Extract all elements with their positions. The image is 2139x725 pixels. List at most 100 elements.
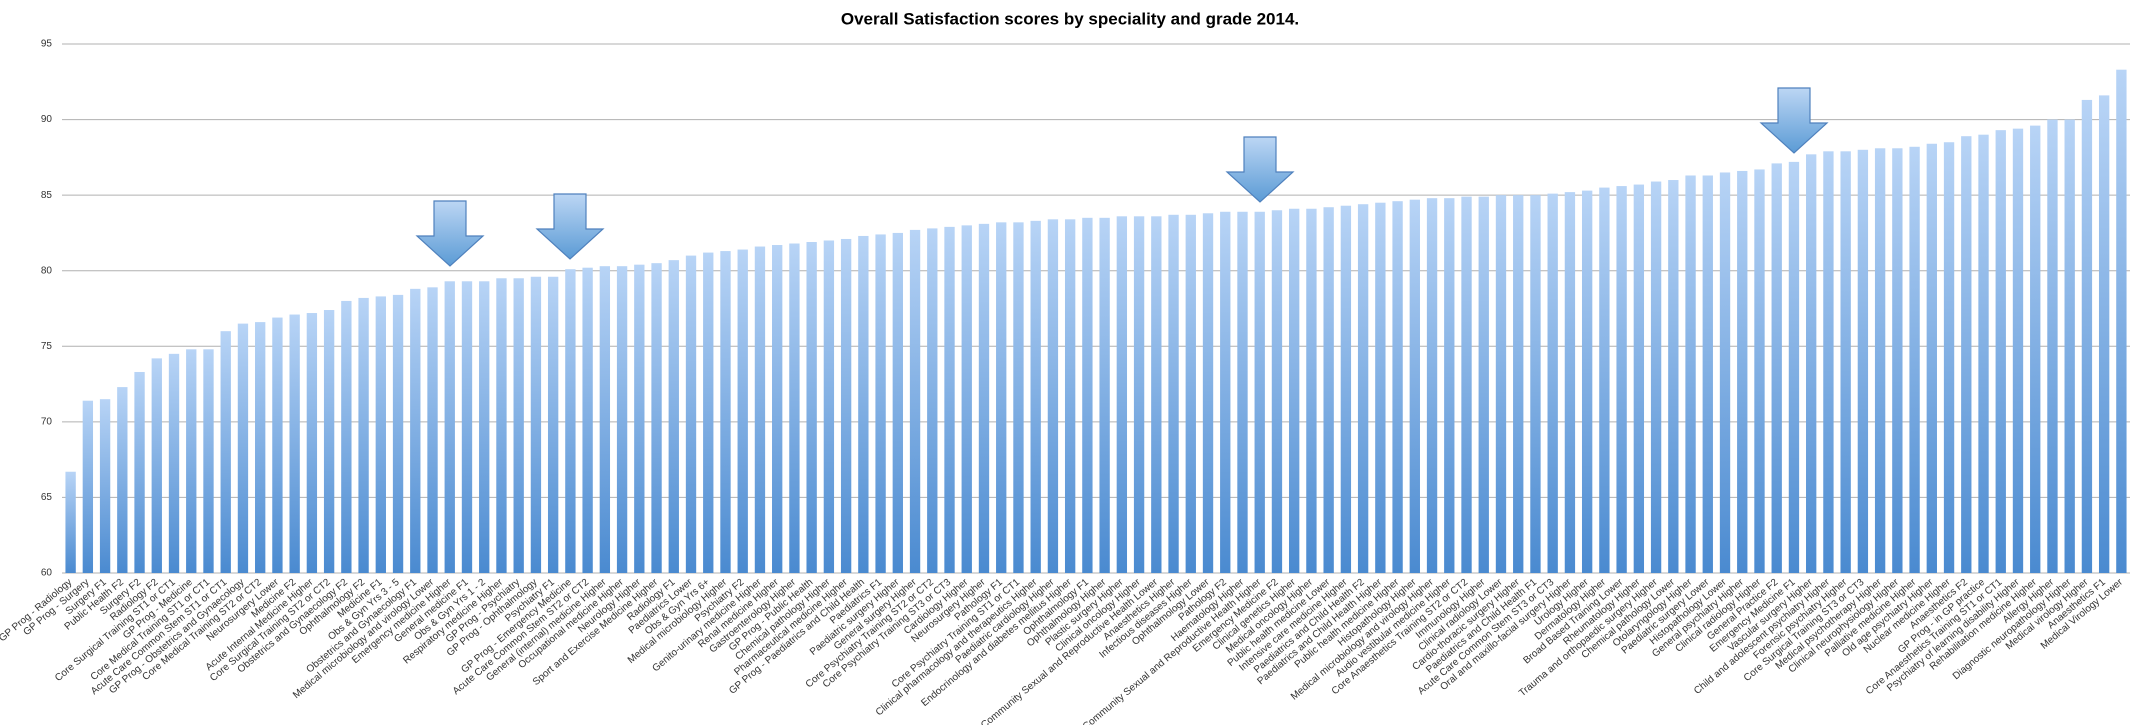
bar — [1185, 214, 1196, 573]
bar — [1806, 154, 1817, 573]
bar — [634, 264, 645, 573]
bar — [513, 278, 524, 573]
bar — [789, 243, 800, 573]
bar — [358, 297, 369, 573]
bar — [1840, 151, 1851, 573]
bar — [186, 349, 197, 573]
bar — [1892, 148, 1903, 573]
bar — [306, 313, 318, 573]
y-tick-label: 60 — [41, 568, 53, 579]
bar — [1306, 208, 1317, 573]
bar — [2030, 125, 2041, 574]
y-tick-label: 80 — [41, 265, 53, 276]
bar — [1116, 216, 1128, 573]
bar — [840, 238, 852, 573]
bar — [444, 281, 455, 573]
bar — [1513, 195, 1524, 573]
bar — [1409, 199, 1420, 574]
bar — [2012, 128, 2024, 573]
arrow — [415, 200, 485, 267]
bar — [1030, 220, 1041, 573]
bar — [1271, 210, 1283, 573]
bar — [1461, 196, 1472, 573]
bar — [1495, 195, 1507, 573]
y-tick-label: 95 — [41, 39, 53, 50]
bar — [1168, 214, 1179, 573]
bar — [1289, 208, 1300, 573]
bar — [1237, 211, 1248, 574]
bar — [1961, 136, 1972, 573]
bar — [1323, 207, 1334, 573]
chart-title: Overall Satisfaction scores by specialit… — [841, 9, 1299, 28]
bar — [961, 225, 972, 573]
bar — [1357, 204, 1369, 573]
bar — [203, 349, 214, 573]
bar — [1599, 187, 1610, 574]
bar — [1633, 184, 1645, 573]
bar — [1478, 196, 1489, 573]
bar — [410, 288, 421, 573]
y-tick-label: 75 — [41, 341, 53, 352]
y-tick-label: 85 — [41, 190, 53, 201]
bar — [685, 255, 697, 573]
bar — [99, 399, 111, 573]
bar — [858, 235, 869, 574]
bar — [151, 358, 162, 573]
arrow — [535, 193, 605, 260]
bar — [2064, 119, 2075, 574]
bar — [117, 387, 128, 573]
annotation-arrows — [415, 87, 1829, 267]
bar — [599, 266, 611, 573]
bar — [1530, 195, 1541, 573]
bar — [237, 323, 249, 573]
bar — [1202, 213, 1214, 573]
bar — [1151, 216, 1162, 573]
bar — [1978, 134, 1989, 573]
bar — [255, 322, 266, 573]
bar — [703, 252, 714, 573]
bar — [168, 353, 180, 573]
bar — [479, 281, 490, 573]
bar — [289, 314, 300, 573]
bar — [1685, 175, 1696, 573]
bar — [1064, 219, 1076, 573]
bar — [1220, 211, 1231, 574]
bar — [1874, 148, 1886, 573]
bar — [323, 310, 335, 573]
bar — [1668, 180, 1679, 573]
bar — [461, 281, 473, 573]
bar — [1737, 170, 1748, 573]
y-tick-label: 65 — [41, 492, 53, 503]
bar — [220, 331, 231, 573]
bar — [1788, 161, 1800, 574]
bar — [1082, 217, 1093, 574]
bar — [1926, 143, 1937, 574]
bar — [134, 371, 145, 573]
bar — [1444, 198, 1455, 573]
bar — [427, 287, 438, 573]
bar — [909, 229, 921, 574]
bar — [1013, 222, 1024, 573]
bar — [996, 222, 1007, 573]
bar — [1564, 192, 1576, 573]
bar — [496, 278, 507, 573]
bar — [530, 276, 542, 573]
bar — [1375, 202, 1386, 573]
bar — [1823, 151, 1834, 573]
arrow — [1759, 87, 1829, 154]
bar — [616, 266, 628, 573]
bar — [1581, 190, 1593, 573]
bar — [1702, 175, 1713, 573]
bar — [1857, 149, 1869, 574]
y-tick-label: 90 — [41, 114, 53, 125]
bar — [1340, 205, 1352, 574]
bar — [375, 296, 386, 573]
bar — [875, 234, 886, 573]
bar — [806, 241, 817, 574]
bar — [1650, 181, 1662, 574]
bar — [720, 251, 731, 573]
bar — [892, 232, 903, 573]
bar — [1754, 169, 1765, 573]
bar — [772, 245, 783, 573]
